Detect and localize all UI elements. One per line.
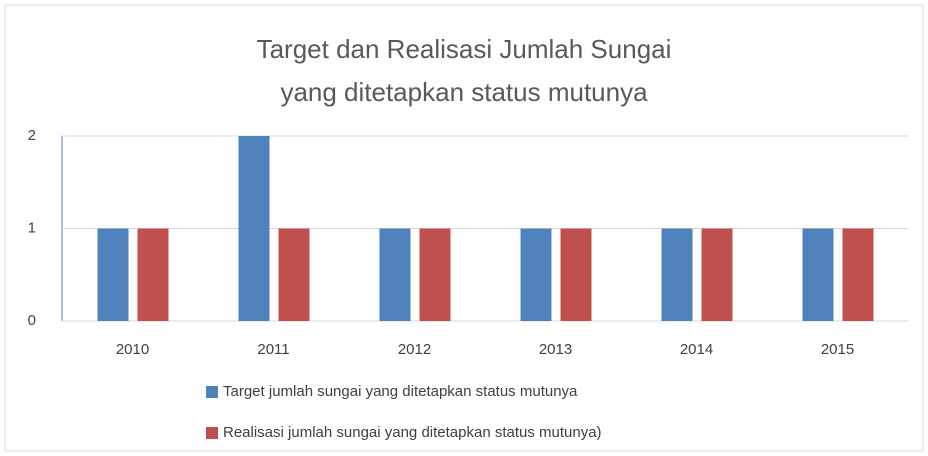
- y-tick-label: 1: [28, 219, 36, 236]
- legend-label: Target jumlah sungai yang ditetapkan sta…: [223, 383, 578, 400]
- y-tick-label: 2: [28, 127, 36, 144]
- bar: [419, 228, 451, 321]
- y-tick-label: 0: [28, 312, 36, 329]
- bar: [97, 228, 129, 321]
- bar: [661, 228, 693, 321]
- bar: [802, 228, 834, 321]
- bar: [278, 228, 310, 321]
- bar: [379, 228, 411, 321]
- legend-label: Realisasi jumlah sungai yang ditetapkan …: [223, 424, 602, 441]
- bar: [520, 228, 552, 321]
- x-tick-label: 2015: [821, 341, 854, 358]
- x-tick-label: 2014: [680, 341, 713, 358]
- bar: [137, 228, 169, 321]
- legend-swatch: [206, 386, 218, 398]
- chart-title: Target dan Realisasi Jumlah Sungai: [257, 34, 672, 64]
- bar: [560, 228, 592, 321]
- chart-title: yang ditetapkan status mutunya: [280, 77, 648, 107]
- x-tick-label: 2013: [539, 341, 572, 358]
- x-tick-label: 2012: [398, 341, 431, 358]
- x-tick-label: 2010: [116, 341, 149, 358]
- legend-swatch: [206, 427, 218, 439]
- bar: [842, 228, 874, 321]
- x-tick-label: 2011: [257, 341, 289, 358]
- bar: [238, 136, 270, 321]
- bar: [701, 228, 733, 321]
